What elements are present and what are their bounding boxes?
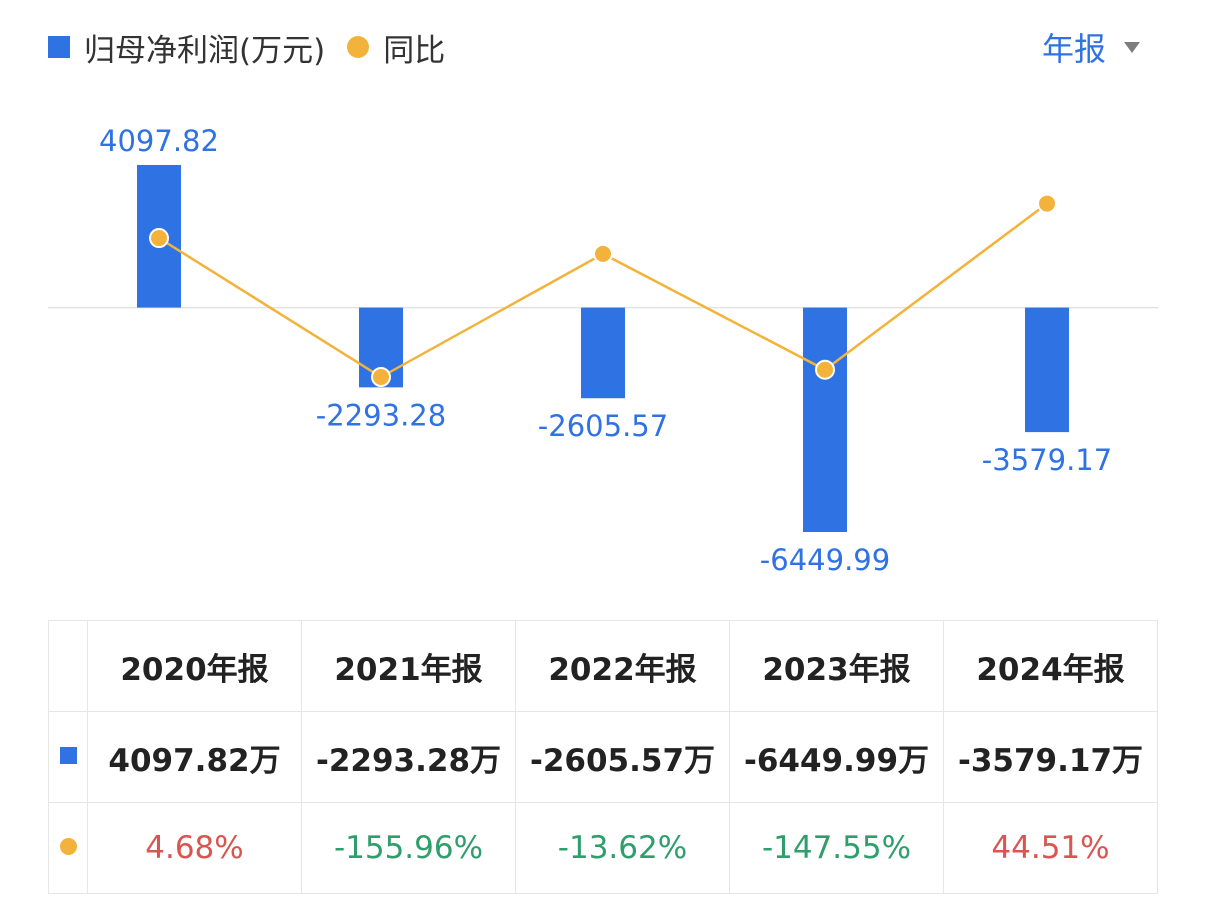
bar-value-label: -3579.17 [982,443,1112,477]
legend-item-yoy[interactable]: 同比 [347,25,445,70]
profit-marker-icon [59,746,77,764]
period-dropdown[interactable]: 年报 [1042,22,1140,72]
bar-value-label: -2605.57 [538,409,668,443]
table-row-profit: 4097.82万 -2293.28万 -2605.57万 -6449.99万 -… [48,711,1158,803]
bar-value-label: -6449.99 [760,543,890,577]
legend-line-swatch [347,36,370,58]
table-header-cell: 2024年报 [943,620,1158,712]
yoy-point-2021年报 [371,367,391,387]
profit-cell: -3579.17万 [943,711,1158,803]
bar-2022年报 [581,307,625,399]
profit-chart: 4097.82 -2293.28 -2605.57 -6449.99 -3579.17 [48,124,1158,577]
yoy-cell: 44.51% [943,802,1158,894]
yoy-marker-icon [59,837,77,855]
bar-value-label: 4097.82 [99,124,219,158]
yoy-point-2023年报 [815,359,835,380]
bar-2024年报 [1025,307,1069,433]
table-header-cell: 2022年报 [515,620,730,712]
table-header-cell: 2021年报 [301,620,516,712]
yoy-point-2024年报 [1037,193,1057,214]
profit-cell: -2293.28万 [301,711,516,803]
bar-value-label: -2293.28 [316,398,446,432]
table-header-cell: 2023年报 [729,620,944,712]
table-header-row: 2020年报 2021年报 2022年报 2023年报 2024年报 [48,620,1158,712]
yoy-point-2022年报 [593,243,613,264]
table-corner-cell [48,620,88,712]
profit-cell: -6449.99万 [729,711,944,803]
legend-item-profit[interactable]: 归母净利润(万元) [48,25,325,70]
table-header-cell: 2020年报 [87,620,302,712]
data-table: 2020年报 2021年报 2022年报 2023年报 2024年报 4097.… [48,620,1158,894]
yoy-cell: -155.96% [301,802,516,894]
legend-label-yoy: 同比 [383,32,446,69]
table-row-yoy: 4.68% -155.96% -13.62% -147.55% 44.51% [48,802,1158,894]
profit-cell: -2605.57万 [515,711,730,803]
legend-label-profit: 归母净利润(万元) [84,32,326,69]
row-marker-cell [48,802,88,894]
yoy-cell: -13.62% [515,802,730,894]
caret-down-icon [1124,41,1140,53]
profit-cell: 4097.82万 [87,711,302,803]
yoy-cell: -147.55% [729,802,944,894]
row-marker-cell [48,711,88,803]
bar-2023年报 [803,307,847,532]
period-dropdown-label: 年报 [1041,30,1106,68]
yoy-cell: 4.68% [87,802,302,894]
legend-bar-swatch [48,36,70,58]
yoy-point-2020年报 [149,228,169,249]
chart-legend: 归母净利润(万元) 同比 [48,22,467,72]
